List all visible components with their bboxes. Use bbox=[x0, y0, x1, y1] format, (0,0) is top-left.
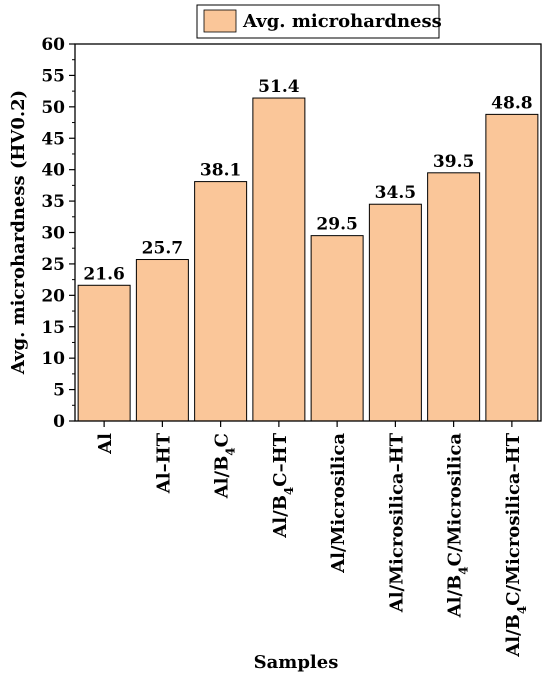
legend-label: Avg. microhardness bbox=[242, 11, 442, 32]
x-tick-label: Al/B4C/Microsilica bbox=[445, 433, 471, 619]
bar bbox=[485, 113, 539, 422]
bar bbox=[427, 172, 481, 422]
bar-value-labels: 21.6 25.7 38.1 51.4 29.5 34.5 39.5 48.8 bbox=[83, 77, 532, 284]
bar bbox=[194, 181, 248, 422]
plot-frame bbox=[74, 43, 542, 422]
x-tick-label: Al bbox=[95, 433, 116, 455]
y-axis-title: Avg. microhardness (HV0.2) bbox=[8, 90, 29, 375]
x-axis: Al Al–HT Al/B4C Al/B4C–HT Al/Microsilica Al/M… bbox=[95, 421, 529, 658]
y-tick-label: 5 bbox=[53, 381, 65, 401]
bar-value-label: 51.4 bbox=[258, 77, 300, 97]
y-tick-label: 30 bbox=[41, 224, 65, 244]
y-tick-label: 60 bbox=[41, 35, 65, 55]
legend-swatch bbox=[203, 9, 237, 33]
bar-value-label: 29.5 bbox=[316, 215, 357, 235]
x-tick-label: Al/Microsilica bbox=[328, 433, 349, 574]
bar bbox=[310, 235, 364, 422]
y-tick-label: 25 bbox=[41, 255, 65, 275]
y-axis: 0 5 10 15 20 25 30 35 40 45 50 55 60 bbox=[41, 35, 75, 432]
bars bbox=[77, 97, 539, 422]
bar bbox=[368, 203, 422, 422]
y-tick-label: 50 bbox=[41, 98, 65, 118]
x-axis-title: Samples bbox=[254, 652, 339, 673]
x-tick-label: Al–HT bbox=[153, 432, 174, 494]
y-tick-label: 10 bbox=[41, 349, 65, 369]
y-tick-label: 20 bbox=[41, 286, 65, 306]
legend-frame bbox=[196, 4, 440, 39]
bar bbox=[77, 284, 131, 422]
x-tick-label: Al/Microsilica–HT bbox=[386, 432, 407, 613]
bar bbox=[252, 97, 306, 422]
bar bbox=[135, 259, 189, 422]
bar-value-label: 25.7 bbox=[142, 239, 183, 259]
bar-value-label: 48.8 bbox=[491, 93, 532, 113]
y-tick-label: 35 bbox=[41, 192, 65, 212]
y-tick-label: 55 bbox=[41, 66, 65, 86]
bar-value-label: 39.5 bbox=[433, 152, 474, 172]
bar-value-label: 38.1 bbox=[200, 161, 241, 181]
bar-value-label: 34.5 bbox=[375, 183, 416, 203]
x-tick-label: Al/B4C/Microsilica–HT bbox=[503, 432, 529, 657]
legend: Avg. microhardness bbox=[196, 4, 442, 39]
y-tick-label: 40 bbox=[41, 161, 65, 181]
y-tick-label: 0 bbox=[53, 412, 65, 432]
bar-value-label: 21.6 bbox=[83, 264, 124, 284]
y-tick-label: 15 bbox=[41, 318, 65, 338]
x-tick-label: Al/B4C bbox=[212, 433, 238, 499]
x-tick-label: Al/B4C–HT bbox=[270, 432, 296, 538]
y-tick-label: 45 bbox=[41, 129, 65, 149]
